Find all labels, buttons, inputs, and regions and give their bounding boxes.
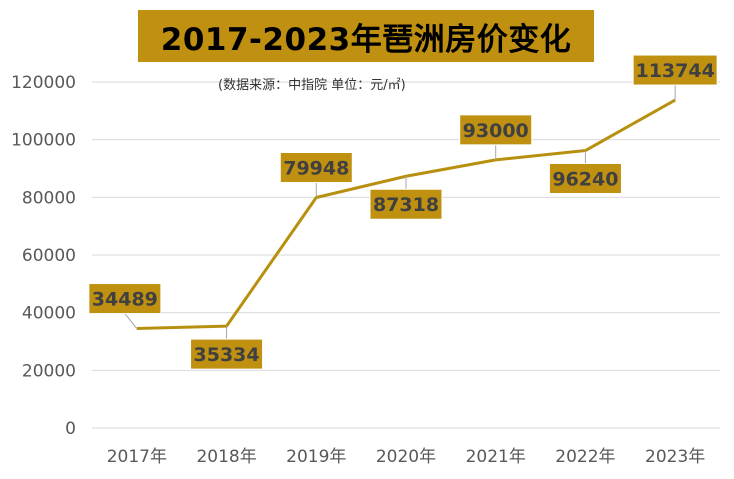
y-tick-label: 100000 — [11, 131, 76, 151]
data-label-box — [548, 163, 622, 195]
y-tick-label: 120000 — [11, 73, 76, 93]
x-tick-label: 2022年 — [555, 447, 615, 467]
y-tick-label: 0 — [65, 419, 76, 439]
x-tick-label: 2023年 — [645, 447, 705, 467]
chart-title: 2017-2023年琶洲房价变化 — [160, 21, 572, 58]
x-tick-label: 2017年 — [107, 447, 167, 467]
x-tick-label: 2018年 — [196, 447, 256, 467]
data-label: 34489 — [92, 289, 158, 311]
x-tick-label: 2020年 — [376, 447, 436, 467]
data-label: 35334 — [194, 344, 260, 366]
data-label: 113744 — [635, 60, 714, 82]
chart-subtitle: (数据来源：中指院 单位：元/㎡) — [218, 78, 406, 93]
y-tick-label: 80000 — [22, 188, 76, 208]
x-tick-label: 2019年 — [286, 447, 346, 467]
data-label: 96240 — [552, 169, 618, 191]
data-label-box — [632, 54, 718, 86]
data-label-box — [459, 114, 533, 146]
chart-title-box: 2017-2023年琶洲房价变化 — [138, 10, 594, 62]
data-label: 79948 — [283, 157, 349, 179]
data-label-box — [190, 338, 264, 370]
data-label: 87318 — [373, 194, 439, 216]
y-tick-label: 20000 — [22, 361, 76, 381]
data-label-box — [88, 283, 162, 315]
data-label-leader — [124, 313, 138, 329]
y-tick-label: 40000 — [22, 304, 76, 324]
y-tick-label: 60000 — [22, 246, 76, 266]
data-label-box — [279, 151, 353, 183]
x-tick-label: 2021年 — [466, 447, 526, 467]
data-label: 93000 — [463, 120, 529, 142]
data-label-box — [369, 188, 443, 220]
